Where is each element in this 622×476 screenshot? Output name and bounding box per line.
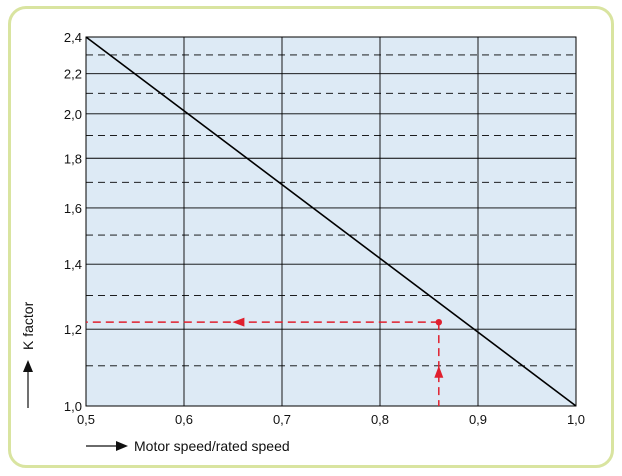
y-axis-arrowhead-icon (23, 360, 33, 372)
x-tick-label: 0,6 (175, 412, 193, 427)
y-axis-label: K factor (20, 301, 36, 350)
x-tick-label: 0,9 (469, 412, 487, 427)
annotation-arrow-left-icon (232, 317, 245, 327)
annotation-point (435, 318, 442, 326)
x-tick-label: 0,5 (77, 412, 95, 427)
annotation-arrow-up-icon (434, 365, 444, 378)
x-axis-arrowhead-icon (116, 441, 128, 451)
series-group (85, 36, 577, 407)
y-tick-label: 2,2 (64, 67, 82, 82)
tick-labels: 0,5 0,6 0,7 0,8 0,9 1,0 1,0 1,2 1,4 1,6 1,8 2,0 2,2 2… (64, 30, 585, 427)
y-tick-label: 1,2 (64, 322, 82, 337)
y-tick-label: 2,4 (64, 30, 82, 45)
x-tick-label: 1,0 (567, 412, 585, 427)
y-tick-label: 2,0 (64, 107, 82, 122)
x-axis-label-group: Motor speed/rated speed (86, 438, 290, 454)
y-tick-label: 1,6 (64, 201, 82, 216)
y-tick-label: 1,0 (64, 399, 82, 414)
x-tick-label: 0,7 (273, 412, 291, 427)
grid-lines (86, 37, 576, 406)
series-line (85, 36, 577, 407)
y-axis-label-group: K factor (20, 301, 36, 408)
y-tick-label: 1,4 (64, 257, 82, 272)
x-tick-label: 0,8 (371, 412, 389, 427)
annotation-group (86, 317, 444, 406)
x-axis-label: Motor speed/rated speed (134, 438, 290, 454)
y-tick-label: 1,8 (64, 151, 82, 166)
